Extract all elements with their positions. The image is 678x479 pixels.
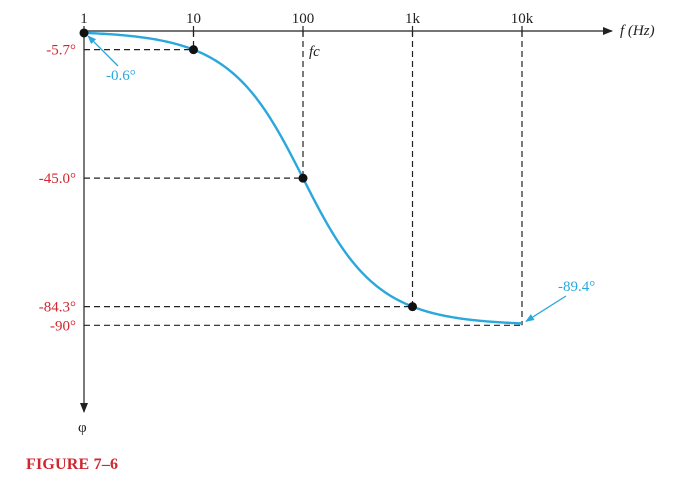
y-label-2: -84.3°: [39, 300, 76, 316]
x-tick-label-3: 1k: [405, 11, 421, 27]
marked-point-3: [408, 302, 417, 312]
x-tick-labels: 1 10 100 1k 10k: [80, 11, 534, 27]
x-tick-label-1: 10: [186, 11, 201, 27]
annotations: -0.6° -89.4°: [87, 35, 595, 322]
y-label-3: -90°: [50, 318, 76, 334]
x-axis-label: f (Hz): [620, 23, 655, 39]
fc-label: fc: [309, 44, 320, 60]
marked-point-1: [189, 45, 198, 55]
marked-point-0: [79, 28, 89, 38]
annotation-1: -89.4°: [558, 279, 595, 295]
marked-points: [79, 28, 417, 312]
x-tick-label-0: 1: [80, 11, 88, 27]
y-label-0: -5.7°: [46, 43, 76, 59]
y-label-1: -45.0°: [39, 171, 76, 187]
marked-point-2: [298, 173, 308, 183]
x-tick-label-2: 100: [292, 11, 315, 27]
y-value-labels: -5.7° -45.0° -84.3° -90°: [39, 43, 76, 335]
y-axis-label: φ: [78, 420, 87, 436]
annotation-arrow-0: [87, 35, 119, 67]
figure-caption: FIGURE 7–6: [26, 456, 119, 473]
annotation-0: -0.6°: [106, 68, 136, 84]
x-tick-label-4: 10k: [511, 11, 534, 27]
annotation-arrow-1: [525, 295, 567, 322]
